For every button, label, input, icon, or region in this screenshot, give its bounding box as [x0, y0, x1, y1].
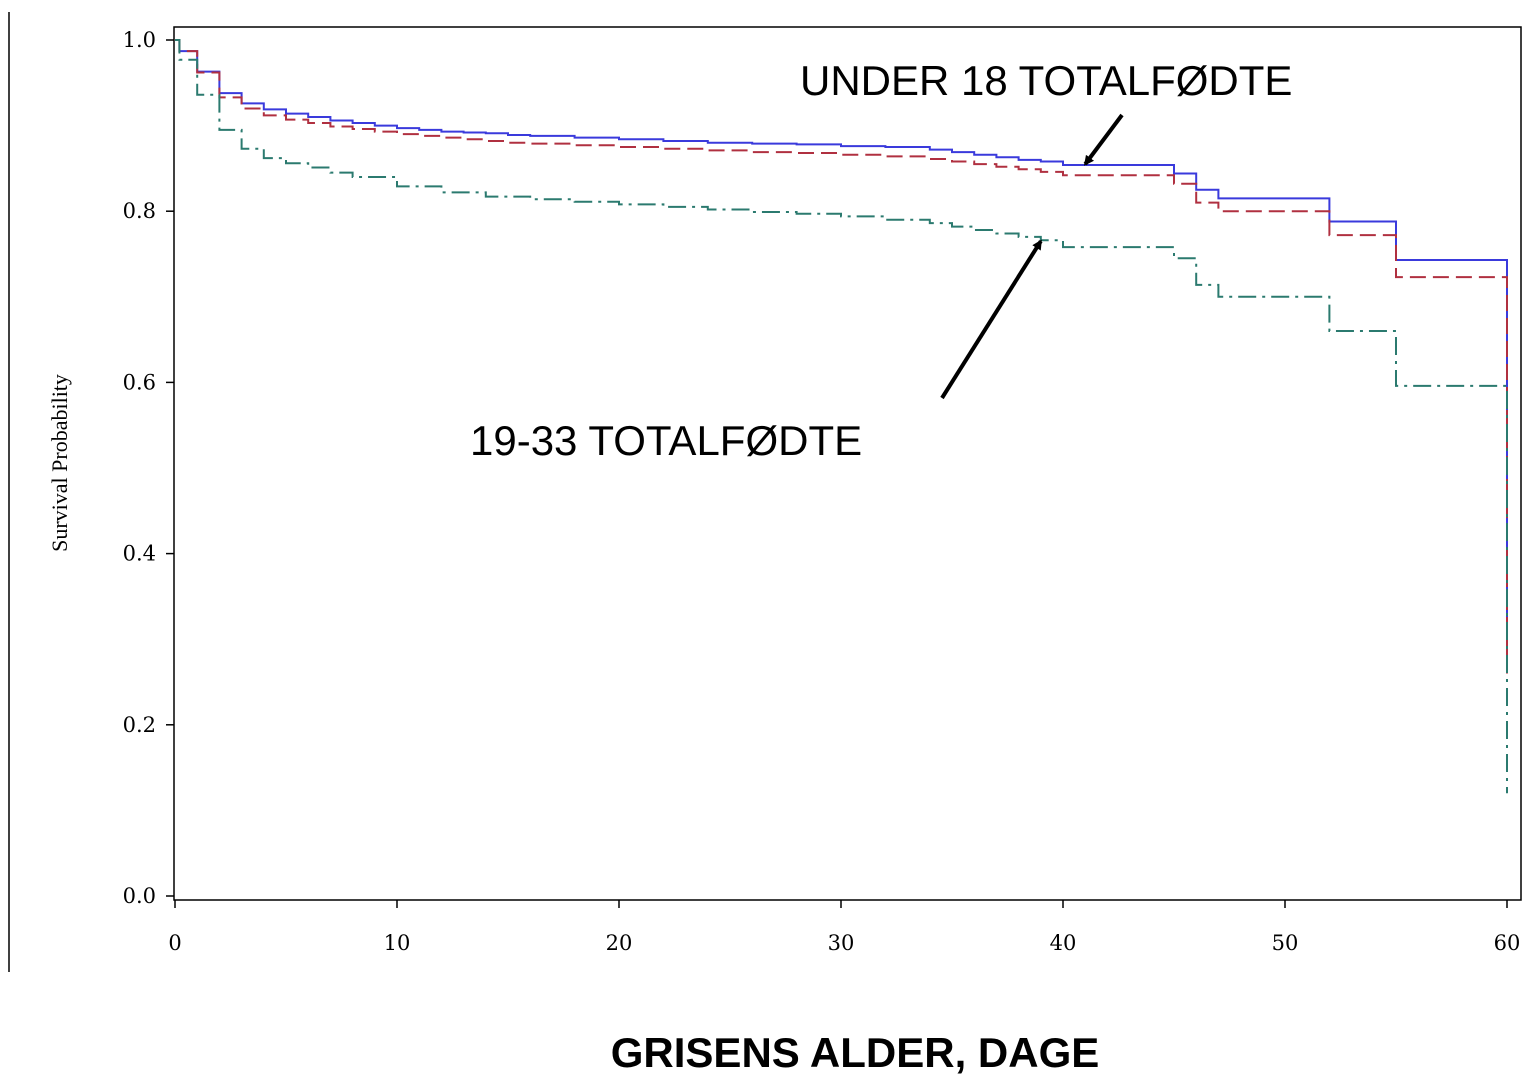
y-tick-label: 0.0: [123, 884, 156, 908]
x-tick-label: 0: [168, 931, 181, 955]
plot-frame: [173, 26, 1522, 901]
series-layer: [175, 39, 1508, 794]
arrow-19-33: [940, 239, 1043, 400]
annotation-19-33: 19-33 TOTALFØDTE: [470, 417, 862, 464]
y-axis-title: Survival Probability: [47, 374, 72, 552]
x-tick-label: 20: [606, 931, 633, 955]
y-tick-label: 1.0: [123, 28, 156, 52]
series-line-3: [175, 39, 1508, 794]
y-tick-label: 0.2: [123, 713, 156, 737]
y-tick-label: 0.4: [123, 542, 156, 566]
arrow-under-18: [1083, 113, 1124, 166]
series-line-1: [175, 39, 1508, 648]
x-tick-label: 30: [828, 931, 855, 955]
y-tick-label: 0.8: [123, 199, 156, 223]
x-tick-label: 50: [1272, 931, 1299, 955]
x-tick-label: 40: [1050, 931, 1077, 955]
series-line-2: [175, 39, 1508, 674]
arrows-layer: [940, 113, 1124, 400]
x-axis-title: GRISENS ALDER, DAGE: [611, 1029, 1100, 1076]
x-tick-label: 10: [384, 931, 411, 955]
axes-layer: 0.0 0.2 0.4 0.6 0.8 1.0 0 10 20 30 40 50 60: [123, 28, 1521, 955]
annotation-under-18: UNDER 18 TOTALFØDTE: [800, 57, 1292, 104]
x-tick-label: 60: [1494, 931, 1521, 955]
y-tick-label: 0.6: [123, 370, 156, 394]
